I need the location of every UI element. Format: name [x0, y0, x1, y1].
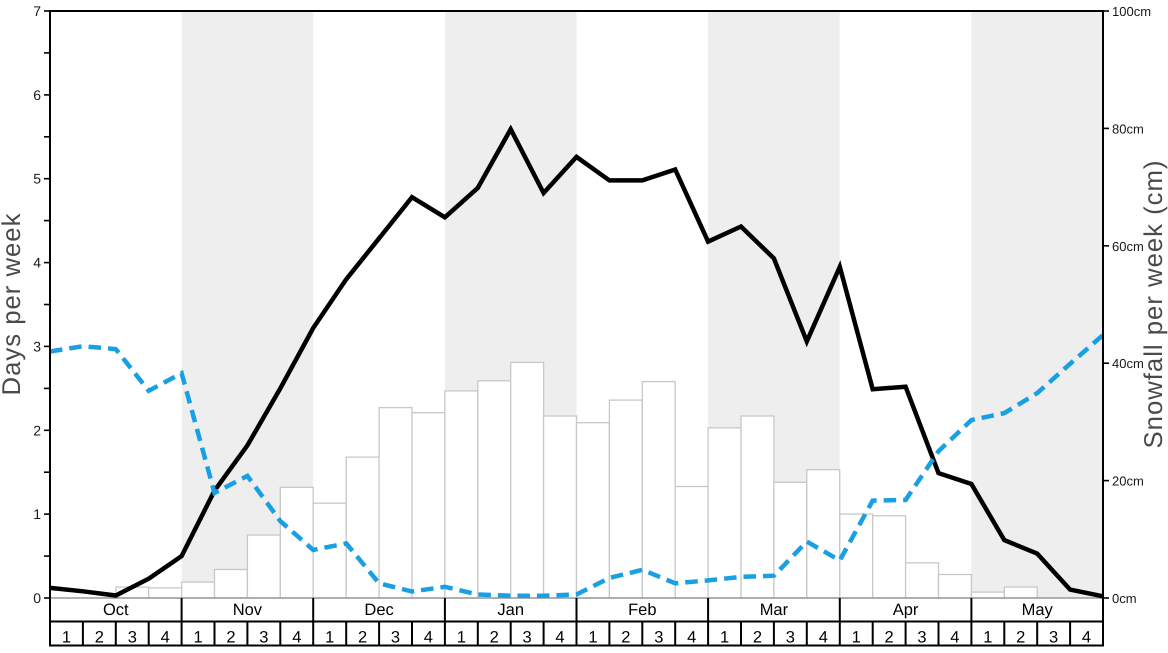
svg-text:Oct: Oct	[103, 601, 129, 619]
svg-text:Nov: Nov	[233, 601, 263, 619]
svg-text:3: 3	[259, 629, 268, 647]
svg-text:3: 3	[1049, 629, 1058, 647]
svg-text:1: 1	[325, 629, 334, 647]
svg-text:0: 0	[33, 590, 41, 606]
svg-text:Dec: Dec	[364, 601, 393, 619]
svg-text:4: 4	[819, 629, 828, 647]
svg-text:3: 3	[33, 338, 41, 354]
svg-text:1: 1	[720, 629, 729, 647]
svg-text:3: 3	[786, 629, 795, 647]
svg-text:100cm: 100cm	[1112, 4, 1151, 19]
svg-text:Mar: Mar	[760, 601, 789, 619]
svg-text:2: 2	[358, 629, 367, 647]
svg-text:6: 6	[33, 87, 41, 103]
svg-text:4: 4	[555, 629, 564, 647]
svg-text:3: 3	[523, 629, 532, 647]
svg-text:May: May	[1022, 601, 1054, 619]
svg-text:4: 4	[424, 629, 433, 647]
svg-text:3: 3	[391, 629, 400, 647]
svg-text:5: 5	[33, 171, 41, 187]
svg-text:20cm: 20cm	[1112, 474, 1144, 489]
svg-text:4: 4	[33, 255, 41, 271]
svg-text:1: 1	[852, 629, 861, 647]
svg-text:4: 4	[950, 629, 959, 647]
svg-text:2: 2	[95, 629, 104, 647]
svg-text:2: 2	[753, 629, 762, 647]
svg-text:3: 3	[654, 629, 663, 647]
svg-text:2: 2	[1016, 629, 1025, 647]
svg-text:2: 2	[490, 629, 499, 647]
svg-text:4: 4	[292, 629, 301, 647]
svg-text:60cm: 60cm	[1112, 239, 1144, 254]
svg-text:Feb: Feb	[628, 601, 656, 619]
svg-text:1: 1	[194, 629, 203, 647]
svg-text:1: 1	[457, 629, 466, 647]
svg-text:0cm: 0cm	[1112, 591, 1137, 606]
svg-text:Days per week: Days per week	[0, 213, 26, 396]
svg-text:80cm: 80cm	[1112, 121, 1144, 136]
svg-text:40cm: 40cm	[1112, 356, 1144, 371]
svg-text:Apr: Apr	[893, 601, 919, 619]
svg-text:4: 4	[1082, 629, 1091, 647]
svg-text:1: 1	[588, 629, 597, 647]
svg-text:1: 1	[33, 506, 41, 522]
svg-text:Snowfall per week (cm): Snowfall per week (cm)	[1140, 160, 1168, 449]
svg-text:4: 4	[687, 629, 696, 647]
svg-text:Jan: Jan	[497, 601, 524, 619]
svg-text:2: 2	[621, 629, 630, 647]
svg-text:1: 1	[62, 629, 71, 647]
svg-text:2: 2	[885, 629, 894, 647]
svg-text:3: 3	[917, 629, 926, 647]
svg-text:7: 7	[33, 3, 41, 19]
svg-text:1: 1	[983, 629, 992, 647]
svg-text:4: 4	[161, 629, 170, 647]
svg-text:2: 2	[33, 422, 41, 438]
svg-text:3: 3	[128, 629, 137, 647]
svg-text:2: 2	[226, 629, 235, 647]
